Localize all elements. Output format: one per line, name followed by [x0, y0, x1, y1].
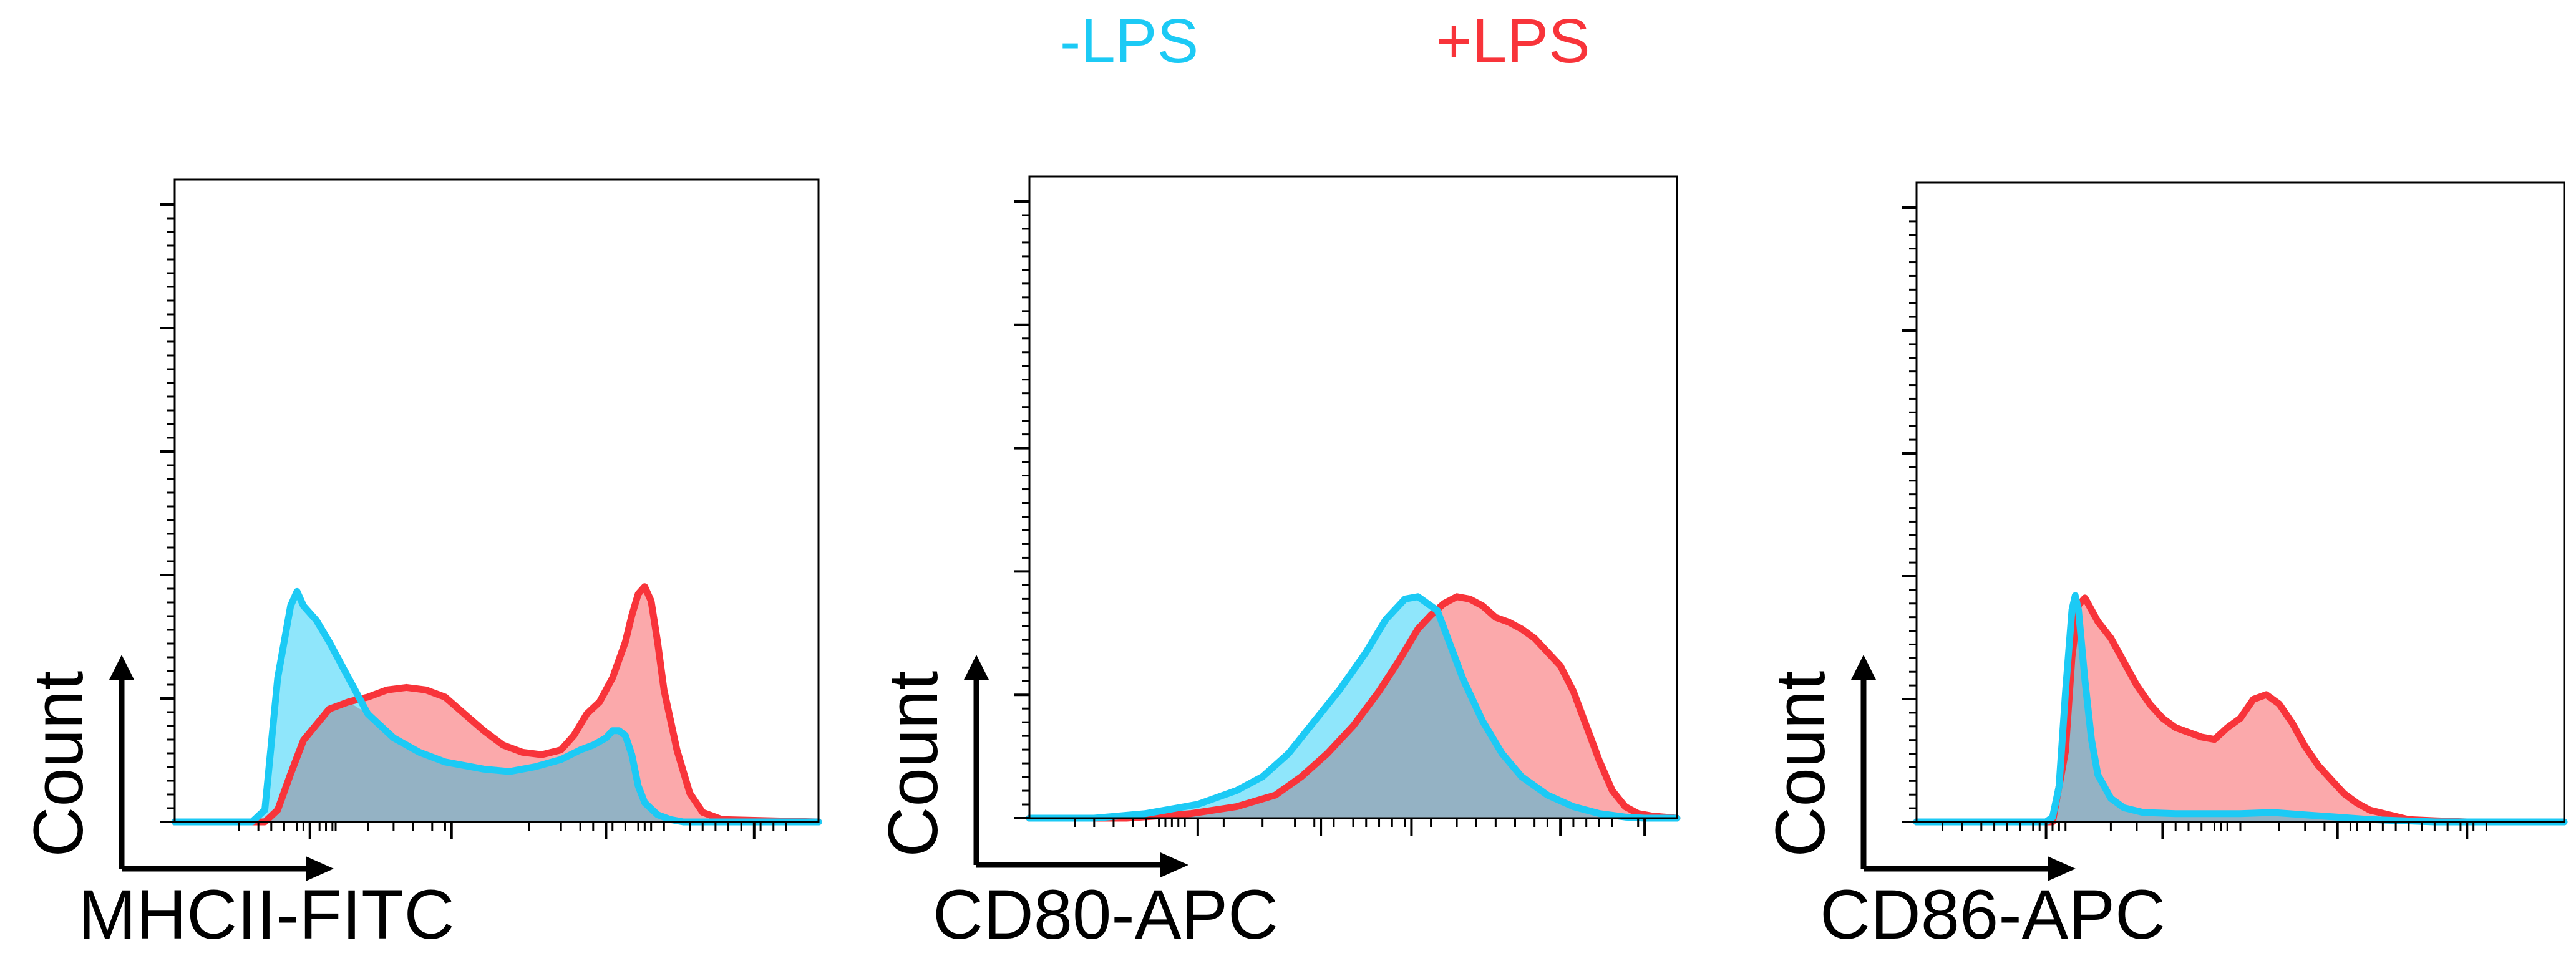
histogram-area-group: [171, 583, 822, 826]
y-axis-label: Count: [1761, 671, 1839, 857]
panel-cd80: Count CD80-APC: [874, 175, 1681, 954]
y-axis-arrowhead: [109, 655, 134, 680]
lps-pos-line: [1026, 593, 1681, 822]
legend-pos-lps: +LPS: [1436, 6, 1590, 76]
axis-arrows: [964, 655, 1188, 877]
legend: -LPS +LPS: [1060, 6, 1590, 76]
x-axis-ticks: [238, 822, 787, 839]
overlap-area: [1917, 609, 2564, 822]
x-axis-arrowhead: [306, 856, 334, 881]
y-axis-ticks: [1902, 206, 1917, 823]
lps-neg-area: [1029, 596, 1677, 818]
lps-pos-area: [1917, 597, 2564, 822]
lps-neg-line: [171, 587, 822, 826]
panel-cd86: Count CD86-APC: [1761, 181, 2568, 954]
lps-pos-area: [1029, 596, 1677, 818]
x-axis-ticks: [1942, 822, 2487, 839]
x-axis-ticks: [1074, 818, 1646, 836]
x-axis-label: MHCII-FITC: [78, 876, 454, 954]
lps-neg-line: [1913, 592, 2568, 826]
histogram-area-group: [1026, 593, 1681, 822]
x-axis-arrowhead: [1160, 852, 1188, 877]
lps-pos-line: [1913, 594, 2568, 826]
x-axis-label: CD80-APC: [933, 876, 1278, 954]
lps-pos-line: [171, 583, 822, 826]
y-axis-ticks: [1014, 200, 1029, 819]
y-axis-ticks: [160, 203, 175, 823]
y-axis-label: Count: [19, 671, 97, 857]
overlap-area: [175, 702, 819, 822]
axis-arrows: [1851, 655, 2076, 881]
axis-arrows: [109, 655, 334, 881]
x-axis-arrowhead: [2048, 856, 2076, 881]
y-axis-arrowhead: [964, 655, 989, 680]
panel-mhcii: Count MHCII-FITC: [19, 178, 822, 954]
histogram-area-group: [1913, 592, 2568, 826]
y-axis-arrowhead: [1851, 655, 1876, 680]
lps-neg-line: [1026, 593, 1681, 822]
x-axis-label: CD86-APC: [1820, 876, 2165, 954]
y-axis-label: Count: [874, 671, 952, 857]
legend-neg-lps: -LPS: [1060, 6, 1198, 76]
overlap-area: [1029, 611, 1677, 818]
plot-frame: [173, 178, 820, 823]
